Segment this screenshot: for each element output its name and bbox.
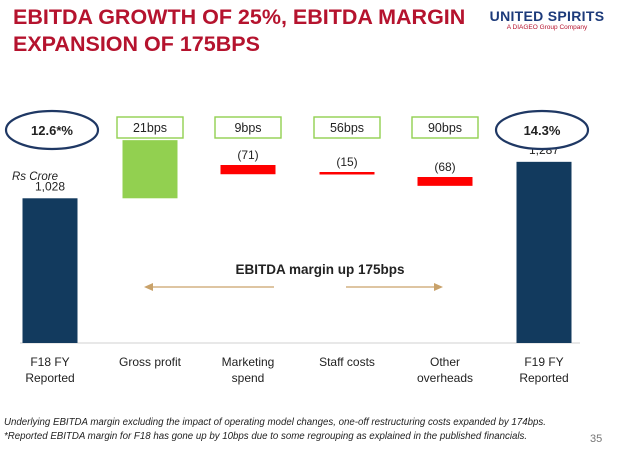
category-label-2-0: Marketing (222, 355, 275, 369)
category-label-5-0: F19 FY (524, 355, 563, 369)
bar-5 (516, 161, 572, 343)
value-label-4: (68) (434, 160, 455, 174)
logo-name: UNITED SPIRITS (489, 8, 605, 24)
bar-4 (417, 177, 473, 186)
bps-label-3: 90bps (428, 121, 462, 135)
title-line-1: EBITDA GROWTH OF 25%, EBITDA MARGIN (13, 5, 466, 29)
unit-label: Rs Crore (12, 171, 59, 183)
bar-3 (319, 172, 375, 175)
title-line-2: EXPANSION OF 175BPS (13, 32, 260, 56)
footnote-1: Underlying EBITDA margin excluding the i… (4, 417, 546, 428)
value-label-3: (15) (336, 155, 357, 169)
bar-0 (22, 198, 78, 343)
category-label-0-0: F18 FY (30, 355, 69, 369)
category-label-4-1: overheads (417, 371, 473, 385)
bps-box-3 (411, 116, 479, 139)
bps-box-0 (116, 116, 184, 139)
bps-label-1: 9bps (234, 121, 261, 135)
value-label-2: (71) (237, 148, 258, 162)
footnote-2: *Reported EBITDA margin for F18 has gone… (4, 431, 528, 442)
logo-tagline: A DIAGEO Group Company (506, 24, 588, 31)
category-label-4-0: Other (430, 355, 460, 369)
page-title: EBITDA GROWTH OF 25%, EBITDA MARGIN EXPA… (13, 4, 483, 58)
page-number: 35 (590, 433, 603, 445)
category-label-3-0: Staff costs (319, 355, 375, 369)
margin-ellipse-1 (494, 109, 590, 151)
category-label-1-0: Gross profit (119, 355, 182, 369)
arrow-left-head (144, 283, 153, 291)
category-label-5-1: Reported (519, 371, 568, 385)
bar-1 (122, 140, 178, 199)
margin-ellipse-0 (4, 109, 100, 151)
arrow-right-head (434, 283, 443, 291)
value-label-0: 1,028 (35, 179, 65, 193)
bar-2 (220, 165, 276, 175)
category-label-2-1: spend (232, 371, 265, 385)
bps-label-0: 21bps (133, 121, 167, 135)
margin-label-1: 14.3% (524, 123, 561, 138)
logo: UNITED SPIRITS A DIAGEO Group Company (482, 8, 612, 32)
margin-label-0: 12.6*% (31, 123, 73, 138)
category-label-0-1: Reported (25, 371, 74, 385)
bps-label-2: 56bps (330, 121, 364, 135)
bps-box-2 (313, 116, 381, 139)
bps-box-1 (214, 116, 282, 139)
annotation-text: EBITDA margin up 175bps (235, 262, 404, 277)
